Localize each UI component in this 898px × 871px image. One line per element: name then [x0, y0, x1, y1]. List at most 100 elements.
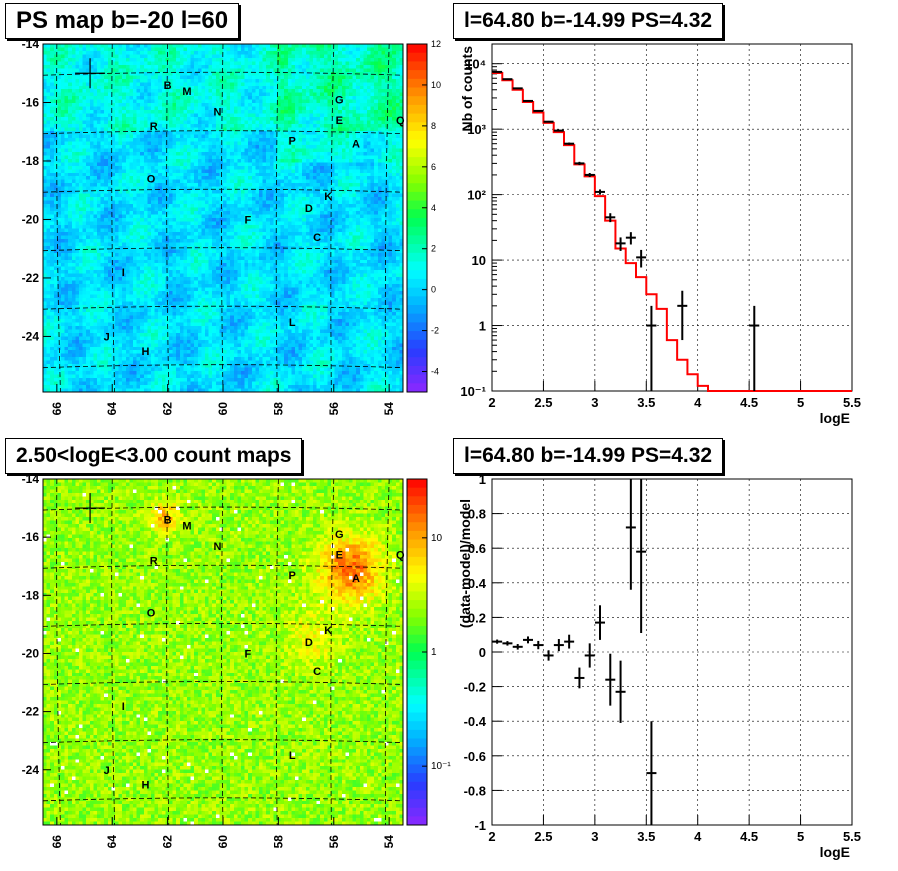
colorbar-cell	[407, 582, 427, 592]
colorbar-tick-label: 12	[431, 39, 441, 49]
x-tick-label: 2	[488, 829, 495, 844]
grid-latitude-line	[42, 130, 404, 135]
x-tick-label: 4.5	[740, 395, 758, 410]
colorbar-cell	[407, 322, 427, 332]
x-tick-label: 5.5	[843, 395, 861, 410]
colorbar-cell	[407, 548, 427, 558]
source-label: E	[336, 115, 343, 127]
source-label: M	[182, 521, 191, 533]
y-tick-label: -0.8	[464, 783, 486, 798]
colorbar-cell	[407, 278, 427, 289]
y-tick-label: -18	[22, 154, 40, 168]
colorbar-cell	[407, 96, 427, 106]
colorbar-cell	[407, 556, 427, 566]
x-tick-label: 64	[105, 835, 119, 849]
x-tick-label: 5	[797, 829, 804, 844]
y-tick-label: -16	[22, 530, 40, 544]
x-axis-label: logE	[820, 410, 850, 426]
count-map-heatmap: 66 64 62 60 58 56 54 -14 -16 -18 -20 -22 -24 B M G N E Q R P…	[22, 472, 452, 848]
source-label: K	[324, 625, 332, 637]
source-label: D	[305, 203, 313, 215]
y-tick-label: 0	[479, 645, 486, 660]
x-tick-label: 62	[161, 402, 175, 416]
x-tick-label: 5	[797, 395, 804, 410]
y-axis-label: (data-model)/model	[457, 499, 473, 628]
source-label: P	[289, 136, 296, 148]
x-tick-label: 62	[161, 835, 175, 849]
spectrum-title: l=64.80 b=-14.99 PS=4.32	[453, 3, 724, 39]
colorbar-cell	[407, 530, 427, 541]
colorbar-cell	[407, 513, 427, 523]
x-tick-label: 66	[50, 835, 64, 849]
source-label: B	[164, 80, 172, 92]
grid-latitude-line	[42, 364, 404, 369]
x-tick-label: 4	[694, 395, 702, 410]
source-label: J	[104, 331, 110, 343]
x-tick-label: 3	[591, 395, 598, 410]
y-tick-label: -0.6	[464, 749, 486, 764]
y-tick-label: -20	[22, 212, 40, 226]
colorbar-cell	[407, 738, 427, 748]
colorbar-cell	[407, 348, 427, 358]
source-label: E	[336, 550, 343, 562]
y-tick-label: 0.6	[468, 541, 486, 556]
spectrum-frame	[491, 43, 853, 392]
y-tick-label: 1	[479, 319, 486, 334]
y-tick-label: 0.2	[468, 610, 486, 625]
y-tick-label: 10³	[467, 122, 486, 137]
source-label: O	[147, 174, 156, 186]
colorbar-cell	[407, 287, 427, 297]
colorbar-cell	[407, 781, 427, 791]
y-tick-label: -14	[22, 37, 40, 51]
colorbar-cell	[407, 487, 427, 497]
colorbar-cell	[407, 52, 427, 62]
colorbar-cell	[407, 504, 427, 515]
source-label: A	[352, 573, 360, 585]
y-tick-label: -1	[474, 818, 486, 833]
x-tick-label: 56	[327, 835, 341, 849]
source-label: Q	[396, 115, 405, 127]
grid-latitude-line	[42, 71, 404, 76]
x-tick-label: 5.5	[843, 829, 861, 844]
source-label: N	[213, 541, 221, 553]
colorbar-tick-label: 0	[431, 285, 436, 295]
colorbar-frame	[406, 43, 428, 393]
colorbar-tick-label: 6	[431, 162, 436, 172]
grid-longitude-line	[111, 478, 116, 826]
source-label: C	[313, 666, 321, 678]
colorbar-cell	[407, 747, 427, 757]
colorbar-cell	[407, 339, 427, 349]
colorbar-tick-label: -2	[431, 326, 439, 336]
colorbar-cell	[407, 61, 427, 71]
y-tick-label: -20	[22, 646, 40, 660]
residual-plot: 2 2.5 3 3.5 4 4.5 5 5.5 1 0.8 0.6 0.4 0.2 0 -0.2 -0.4 -0…	[457, 472, 861, 860]
colorbar-cell	[407, 218, 427, 228]
source-label: G	[335, 529, 344, 541]
grid-latitude-line	[42, 247, 404, 252]
colorbar-cell	[407, 600, 427, 610]
y-tick-label: -24	[22, 329, 40, 343]
grid-latitude-line	[42, 305, 404, 310]
grid-longitude-line	[166, 478, 170, 826]
spectrum-plot: 2 2.5 3 3.5 4 4.5 5 5.5 10⁻¹ 1 10 10² 10³ 10⁴ logE Nb o…	[459, 43, 861, 426]
y-tick-label: -24	[22, 763, 40, 777]
grid-latitude-line	[42, 622, 404, 627]
y-axis-label: Nb of counts	[459, 46, 475, 132]
y-tick-label: 0.4	[468, 576, 487, 591]
source-label: O	[147, 608, 156, 620]
source-label: F	[245, 214, 252, 226]
x-tick-label: 60	[216, 402, 230, 416]
colorbar-cell	[407, 634, 427, 644]
colorbar-cell	[407, 652, 427, 662]
colorbar-cell	[407, 191, 427, 202]
colorbar-cell	[407, 703, 427, 714]
grid-longitude-line	[56, 478, 61, 826]
colorbar-cell	[407, 331, 427, 341]
colorbar-cell	[407, 226, 427, 236]
colorbar-cell	[407, 157, 427, 167]
grid-latitude-line	[42, 188, 404, 193]
colorbar-tick-label: 4	[431, 203, 436, 213]
grid-latitude-line	[42, 506, 404, 511]
x-tick-label: 56	[327, 402, 341, 416]
